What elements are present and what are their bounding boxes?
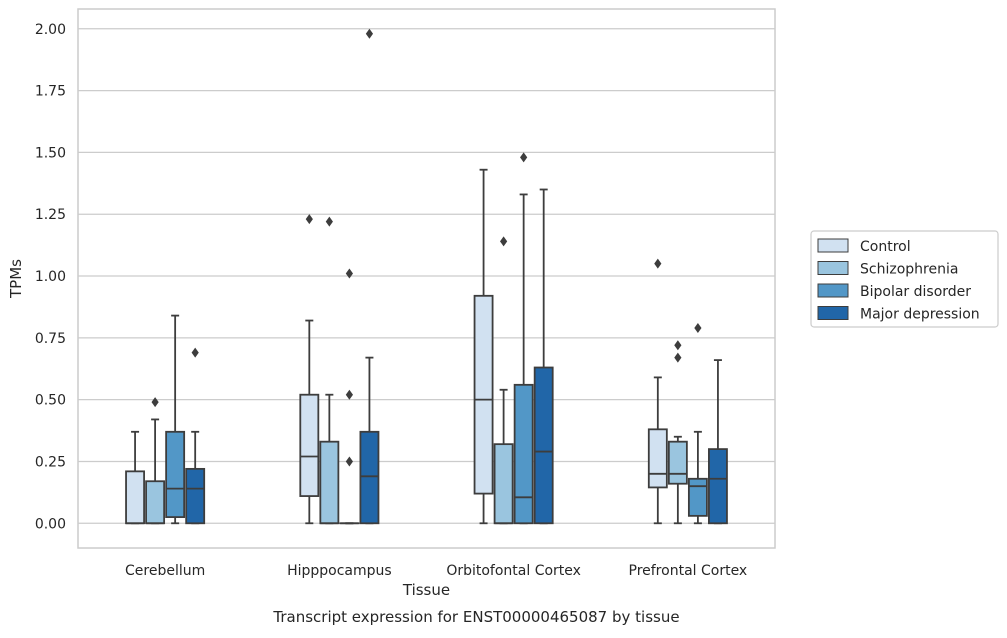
- box-iqr: [475, 296, 493, 494]
- legend-swatch: [818, 239, 848, 252]
- box-iqr: [495, 444, 513, 523]
- box-bipolar-disorder: [166, 316, 184, 524]
- box-iqr: [709, 449, 727, 523]
- box-schizophrenia: [146, 397, 164, 523]
- box-control: [649, 259, 667, 524]
- y-tick-label: 0.50: [35, 393, 66, 409]
- legend-swatch: [818, 284, 848, 297]
- x-tick-label: Orbitofontal Cortex: [446, 563, 581, 579]
- box-schizophrenia: [669, 340, 687, 523]
- box-iqr: [300, 395, 318, 496]
- y-tick-label: 2.00: [35, 22, 66, 38]
- box-bipolar-disorder: [340, 269, 358, 524]
- outlier-point: [694, 323, 701, 333]
- box-iqr: [320, 442, 338, 524]
- chart-caption: Transcript expression for ENST0000046508…: [272, 608, 679, 626]
- box-major-depression: [535, 189, 553, 523]
- x-tick-label: Prefrontal Cortex: [629, 563, 748, 579]
- box-major-depression: [186, 348, 204, 524]
- y-tick-label: 1.25: [35, 207, 66, 223]
- outlier-point: [674, 340, 681, 350]
- box-iqr: [515, 385, 533, 523]
- legend-label: Control: [860, 239, 911, 255]
- box-bipolar-disorder: [689, 323, 707, 523]
- outlier-point: [192, 348, 199, 358]
- y-tick-label: 0.00: [35, 516, 66, 532]
- legend-label: Schizophrenia: [860, 262, 958, 278]
- box-iqr: [649, 429, 667, 487]
- y-tick-label: 0.25: [35, 454, 66, 470]
- box-control: [475, 170, 493, 524]
- outlier-point: [306, 214, 313, 224]
- box-iqr: [126, 471, 144, 523]
- box-iqr: [535, 368, 553, 524]
- outlier-point: [346, 390, 353, 400]
- box-iqr: [689, 479, 707, 516]
- box-iqr: [146, 481, 164, 523]
- box-schizophrenia: [320, 217, 338, 524]
- y-tick-label: 1.75: [35, 84, 66, 100]
- outlier-point: [520, 152, 527, 162]
- legend-label: Bipolar disorder: [860, 284, 971, 300]
- box-iqr: [669, 442, 687, 484]
- outlier-point: [654, 259, 661, 269]
- x-axis-label: Tissue: [402, 581, 450, 599]
- outlier-point: [346, 269, 353, 279]
- legend-swatch: [818, 307, 848, 320]
- outlier-point: [326, 217, 333, 227]
- outlier-point: [152, 397, 159, 407]
- outlier-point: [674, 353, 681, 363]
- y-axis-label: TPMs: [7, 259, 25, 299]
- box-iqr: [186, 469, 204, 523]
- box-iqr: [360, 432, 378, 523]
- y-tick-label: 0.75: [35, 331, 66, 347]
- x-tick-label: Hipppocampus: [287, 563, 392, 579]
- outlier-point: [346, 456, 353, 466]
- outlier-point: [500, 236, 507, 246]
- box-schizophrenia: [495, 236, 513, 523]
- outlier-point: [366, 29, 373, 39]
- box-control: [126, 432, 144, 523]
- legend-swatch: [818, 262, 848, 275]
- box-major-depression: [709, 360, 727, 523]
- x-tick-label: Cerebellum: [125, 563, 205, 579]
- legend-label: Major depression: [860, 307, 980, 323]
- y-tick-label: 1.50: [35, 145, 66, 161]
- box-iqr: [166, 432, 184, 517]
- legend: Control Schizophrenia Bipolar disorder Majo…: [811, 231, 998, 327]
- y-tick-label: 1.00: [35, 269, 66, 285]
- box-control: [300, 214, 318, 523]
